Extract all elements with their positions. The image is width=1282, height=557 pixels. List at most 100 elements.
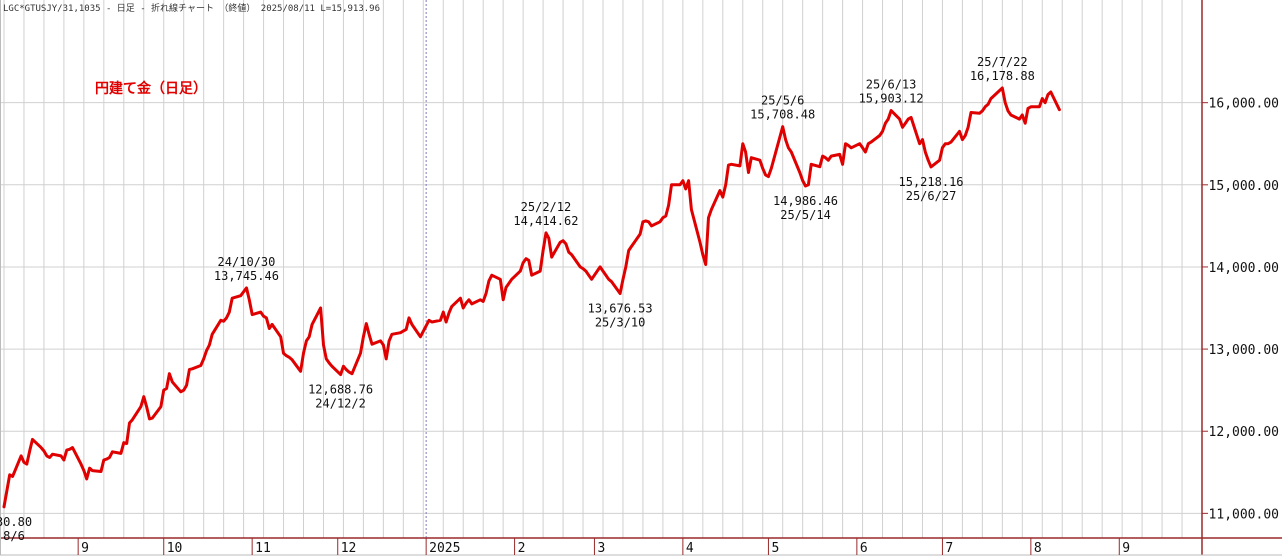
annotation-label: 25/3/10 (595, 315, 646, 329)
annotation-label: 16,178.88 (970, 69, 1035, 83)
data-point (447, 311, 451, 315)
data-point (901, 126, 904, 129)
data-point (544, 231, 548, 235)
data-point (787, 146, 790, 150)
data-point (48, 456, 51, 459)
annotation-label: 14,414.62 (513, 214, 578, 228)
data-point (302, 351, 305, 355)
data-point (827, 158, 830, 162)
annotation-label: 24/10/30 (218, 255, 276, 269)
x-tick-label: 6 (860, 541, 868, 556)
data-point (347, 370, 351, 374)
annotation-label: 12,688.76 (308, 383, 373, 397)
data-point (584, 269, 588, 273)
annotation-label: 8/6 (3, 529, 25, 543)
data-point (958, 130, 961, 133)
data-point (470, 302, 473, 306)
data-point (624, 265, 628, 269)
x-tick-label: 10 (167, 541, 183, 556)
data-point (847, 144, 850, 147)
data-point (310, 323, 314, 326)
data-point (259, 310, 262, 314)
data-point (601, 269, 605, 273)
data-point (79, 462, 83, 466)
data-point (724, 183, 727, 187)
data-point (105, 457, 108, 461)
data-point (701, 253, 705, 256)
data-point (305, 339, 308, 343)
data-point (62, 458, 66, 462)
data-point (162, 388, 165, 392)
data-point (644, 219, 647, 223)
data-point (924, 150, 927, 154)
data-point (881, 130, 884, 133)
data-point (524, 257, 528, 260)
data-point (984, 105, 987, 108)
data-point (687, 179, 690, 182)
data-point (698, 241, 702, 244)
data-point (770, 167, 773, 170)
data-point (322, 343, 325, 347)
data-point (547, 236, 551, 240)
y-tick-label: 12,000.00 (1209, 425, 1279, 440)
data-point (182, 388, 185, 392)
data-point (125, 442, 128, 445)
annotation-label: 25/5/14 (780, 208, 831, 222)
data-point (946, 142, 950, 145)
x-tick-label: 9 (81, 541, 89, 556)
data-point (670, 183, 673, 187)
data-point (764, 173, 767, 177)
data-point (31, 438, 34, 441)
x-tick-label: 8 (1034, 541, 1042, 556)
data-point (444, 320, 448, 324)
data-point (989, 97, 993, 100)
data-point (45, 454, 48, 458)
data-point (521, 261, 525, 265)
data-point (661, 216, 665, 219)
data-point (199, 364, 203, 367)
data-point (208, 343, 211, 347)
data-point (747, 171, 750, 174)
data-point (627, 249, 630, 252)
data-point (39, 446, 43, 449)
data-point (898, 117, 901, 121)
data-point (188, 368, 191, 371)
data-point (145, 405, 148, 408)
data-point (621, 278, 625, 281)
annotation-label: 30.80 (0, 515, 32, 529)
data-point (185, 384, 188, 387)
data-point (367, 333, 371, 336)
data-point (439, 319, 442, 322)
annotation-label: 25/2/12 (521, 200, 572, 214)
data-point (650, 224, 653, 228)
data-point (88, 466, 91, 470)
y-tick-label: 16,000.00 (1209, 97, 1279, 112)
data-point (949, 140, 953, 144)
data-point (148, 417, 151, 421)
data-point (1009, 113, 1013, 117)
chart-title: 円建て金（日足） (95, 80, 207, 97)
data-point (539, 269, 542, 273)
data-point (938, 158, 941, 162)
data-point (202, 357, 205, 361)
x-tick-label: 7 (945, 541, 953, 556)
data-point (761, 167, 764, 170)
data-point (370, 342, 374, 346)
data-point (11, 475, 14, 478)
data-point (690, 208, 693, 211)
data-point (165, 387, 168, 390)
data-point (824, 156, 827, 159)
y-axis-ticks: 11,000.00 12,000.00 13,000.00 14,000.00 15,0… (1202, 97, 1279, 522)
data-point (630, 245, 633, 248)
header-text: LGC*GTUSJY/31,1035 - 日足 - 折れ線チャート （終値） 2… (3, 2, 380, 14)
data-point (71, 446, 74, 449)
data-point (607, 278, 610, 281)
data-point (51, 453, 54, 456)
annotation-label: 25/6/13 (866, 78, 917, 92)
data-point (1018, 117, 1021, 121)
data-point (319, 306, 322, 310)
annotation-label: 14,986.46 (773, 194, 838, 208)
data-point (707, 216, 710, 219)
data-point (501, 298, 505, 302)
data-point (65, 448, 68, 452)
